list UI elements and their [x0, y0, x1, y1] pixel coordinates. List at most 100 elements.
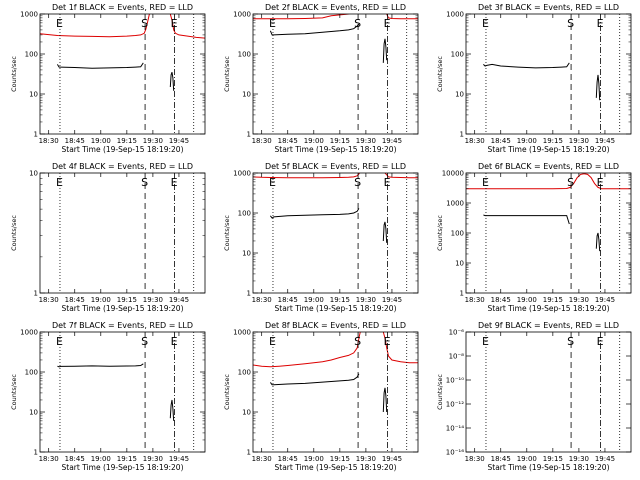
chart-title: Det 7f BLACK = Events, RED = LLD — [52, 321, 193, 330]
marker-label: S — [567, 17, 574, 30]
events-series-line — [270, 208, 360, 219]
chart-title: Det 3f BLACK = Events, RED = LLD — [478, 3, 619, 12]
x-tick-label: 18:30 — [252, 137, 272, 145]
events-series-line — [382, 221, 388, 243]
marker-label: S — [354, 17, 361, 30]
chart-panel-3: Det 3f BLACK = Events, RED = LLD E S E 18:30… — [436, 3, 632, 154]
y-tick-label: 10⁻⁸ — [449, 353, 465, 361]
x-tick-label: 19:45 — [169, 296, 189, 304]
events-series-line — [269, 373, 360, 386]
series-group — [40, 14, 205, 91]
x-tick-label: 18:30 — [39, 455, 59, 463]
x-tick-label: 19:15 — [543, 137, 563, 145]
lld-series-line — [253, 14, 418, 20]
y-tick-label: 1000 — [446, 200, 464, 208]
x-tick-label: 19:45 — [595, 137, 615, 145]
x-tick-label: 18:30 — [465, 137, 485, 145]
series-group — [57, 363, 175, 421]
lld-series-line — [253, 173, 418, 179]
plot-frame — [465, 13, 632, 135]
marker-label: S — [567, 176, 574, 189]
y-tick-label: 10 — [29, 409, 38, 417]
y-tick-label: 100 — [25, 51, 38, 59]
lld-series-line — [253, 332, 418, 368]
events-series-line — [56, 62, 144, 69]
plot-frame — [252, 13, 419, 135]
x-tick-label: 19:15 — [330, 296, 350, 304]
x-tick-label: 18:45 — [278, 296, 298, 304]
chart-panel-2: Det 2f BLACK = Events, RED = LLD E S E 18:30… — [223, 3, 419, 154]
marker-label: E — [384, 176, 391, 189]
marker-label: E — [269, 17, 276, 30]
plot-frame — [39, 13, 206, 135]
chart-title: Det 1f BLACK = Events, RED = LLD — [52, 3, 193, 12]
series-group — [253, 332, 418, 413]
marker-label: S — [567, 335, 574, 348]
x-axis-label: Start Time (19-Sep-15 18:19:20) — [62, 304, 184, 313]
x-tick-label: 19:00 — [304, 296, 324, 304]
y-axis-label: Counts/sec — [10, 215, 18, 251]
y-tick-label: 10⁻¹⁰ — [446, 377, 464, 385]
marker-label: E — [482, 17, 489, 30]
x-tick-label: 19:45 — [169, 455, 189, 463]
marker-label: E — [171, 335, 178, 348]
y-axis-label: Counts/sec — [436, 374, 444, 410]
series-group — [253, 173, 418, 243]
x-tick-label: 19:15 — [543, 455, 563, 463]
x-tick-label: 18:45 — [491, 296, 511, 304]
x-axis-label: Start Time (19-Sep-15 18:19:20) — [275, 304, 397, 313]
series-group — [466, 173, 631, 252]
y-tick-label: 10 — [242, 91, 251, 99]
chart-panel-4: Det 4f BLACK = Events, RED = LLD E S E 18:30… — [10, 162, 206, 313]
events-series-line — [483, 214, 570, 225]
y-tick-label: 100 — [451, 230, 464, 238]
y-tick-label: 10 — [242, 409, 251, 417]
y-tick-label: 10 — [242, 250, 251, 258]
marker-label: S — [141, 176, 148, 189]
plot-frame — [252, 331, 419, 453]
chart-title: Det 4f BLACK = Events, RED = LLD — [52, 162, 193, 171]
x-tick-label: 18:30 — [465, 455, 485, 463]
events-series-line — [595, 232, 601, 252]
x-tick-label: 18:45 — [491, 455, 511, 463]
lld-series-line — [40, 14, 205, 39]
x-tick-label: 18:45 — [278, 137, 298, 145]
y-axis-label: Counts/sec — [436, 215, 444, 251]
marker-label: S — [141, 335, 148, 348]
y-tick-label: 1 — [247, 131, 251, 139]
x-axis-label: Start Time (19-Sep-15 18:19:20) — [488, 463, 610, 472]
lld-series-line — [466, 173, 631, 190]
marker-label: S — [354, 335, 361, 348]
x-tick-label: 19:30 — [356, 296, 376, 304]
y-axis-label: Counts/sec — [223, 56, 231, 92]
x-tick-label: 19:30 — [356, 455, 376, 463]
series-group — [483, 62, 601, 101]
x-tick-label: 19:15 — [330, 455, 350, 463]
x-tick-label: 18:45 — [65, 296, 85, 304]
x-tick-label: 19:45 — [595, 455, 615, 463]
x-tick-label: 18:45 — [65, 137, 85, 145]
plot-frame — [39, 172, 206, 294]
chart-title: Det 6f BLACK = Events, RED = LLD — [478, 162, 619, 171]
marker-label: E — [171, 17, 178, 30]
x-tick-label: 19:30 — [569, 296, 589, 304]
x-tick-label: 19:30 — [569, 455, 589, 463]
events-series-line — [382, 387, 388, 413]
y-axis-label: Counts/sec — [10, 374, 18, 410]
y-tick-label: 100 — [238, 210, 251, 218]
marker-label: E — [56, 176, 63, 189]
y-tick-label: 100 — [238, 51, 251, 59]
y-tick-label: 1 — [460, 131, 464, 139]
y-tick-label: 10⁻⁶ — [449, 329, 465, 337]
y-tick-label: 100 — [451, 51, 464, 59]
y-tick-label: 1000 — [233, 329, 251, 337]
chart-panel-9: Det 9f BLACK = Events, RED = LLD E S E 18:30… — [436, 321, 632, 472]
events-series-line — [269, 23, 360, 36]
chart-panel-5: Det 5f BLACK = Events, RED = LLD E S E 18:30… — [223, 162, 419, 313]
x-tick-label: 19:15 — [117, 296, 137, 304]
y-tick-label: 1 — [34, 131, 38, 139]
marker-label: E — [269, 335, 276, 348]
x-tick-label: 19:15 — [117, 455, 137, 463]
x-tick-label: 19:45 — [382, 296, 402, 304]
